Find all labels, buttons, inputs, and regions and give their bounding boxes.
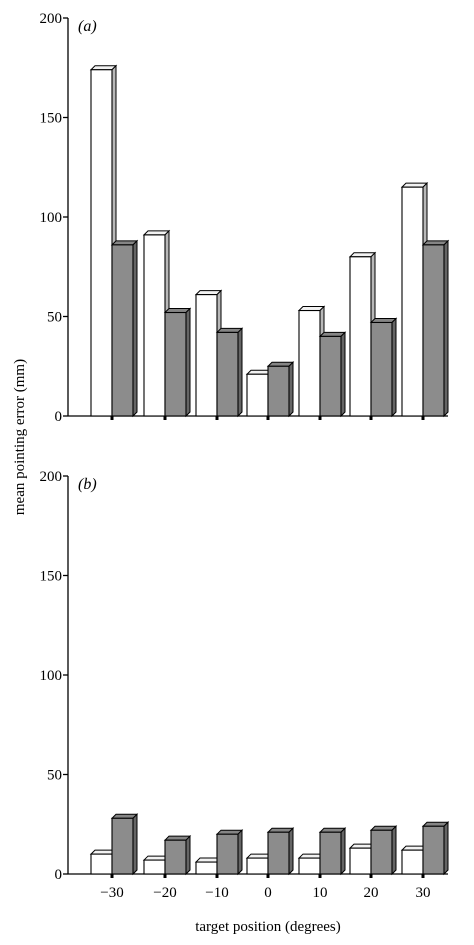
bar bbox=[215, 828, 244, 876]
bar bbox=[163, 307, 192, 418]
bar-front bbox=[319, 831, 342, 875]
bar-front bbox=[349, 256, 372, 417]
bar-front bbox=[143, 859, 166, 875]
x-tick-label: −20 bbox=[153, 885, 176, 901]
bar-front bbox=[90, 853, 113, 875]
bar-side bbox=[132, 813, 138, 876]
y-tick-label: 150 bbox=[40, 569, 63, 585]
x-tick-label: 30 bbox=[416, 885, 431, 901]
y-tick-label: 150 bbox=[40, 111, 63, 127]
bar bbox=[110, 239, 139, 418]
bar bbox=[266, 361, 295, 418]
bar-side bbox=[185, 834, 191, 876]
y-tick-label: 50 bbox=[47, 768, 62, 784]
bar bbox=[369, 317, 398, 418]
bar bbox=[318, 827, 347, 876]
bar-front bbox=[401, 849, 424, 875]
bar-front bbox=[298, 309, 321, 417]
y-tick-label: 0 bbox=[55, 409, 63, 425]
panel-b: 0 50 100 150 200 (b) −30 −20 −10 0 10 20 30 bbox=[40, 469, 450, 901]
bar-front bbox=[143, 234, 166, 417]
bar-front bbox=[111, 244, 134, 417]
bar bbox=[318, 331, 347, 418]
bar-front bbox=[111, 817, 134, 875]
panel-label: (b) bbox=[78, 476, 97, 493]
bar-front bbox=[246, 857, 269, 875]
bar-front bbox=[422, 244, 445, 417]
bar-side bbox=[340, 331, 346, 418]
bar-front bbox=[401, 186, 424, 417]
bar bbox=[421, 821, 450, 876]
bar-front bbox=[267, 831, 290, 875]
bar bbox=[421, 239, 450, 418]
y-tick-label: 100 bbox=[40, 668, 63, 684]
y-tick-label: 100 bbox=[40, 210, 63, 226]
bar-side bbox=[237, 828, 243, 876]
bar bbox=[266, 827, 295, 876]
bar-side bbox=[288, 361, 294, 418]
bar-front bbox=[164, 311, 187, 417]
x-tick-label: 20 bbox=[364, 885, 379, 901]
bar-front bbox=[195, 861, 218, 875]
y-axis-title: mean pointing error (mm) bbox=[12, 359, 28, 515]
bar-side bbox=[391, 825, 397, 876]
bar-front bbox=[422, 825, 445, 875]
y-tick-label: 200 bbox=[40, 11, 63, 27]
y-tick-label: 200 bbox=[40, 469, 63, 485]
bar-side bbox=[443, 821, 449, 876]
bar-front bbox=[370, 321, 393, 417]
x-tick-label: −10 bbox=[205, 885, 228, 901]
bar bbox=[369, 825, 398, 876]
bar-front bbox=[349, 847, 372, 875]
bar-side bbox=[132, 239, 138, 418]
bar-side bbox=[340, 827, 346, 876]
x-tick-label: 0 bbox=[264, 885, 272, 901]
bar bbox=[215, 327, 244, 418]
y-tick-label: 0 bbox=[55, 867, 63, 883]
bar bbox=[163, 834, 192, 876]
bar-front bbox=[164, 839, 187, 875]
bar-front bbox=[298, 857, 321, 875]
bar-front bbox=[267, 365, 290, 417]
bar-side bbox=[443, 239, 449, 418]
bar-front bbox=[319, 335, 342, 417]
bar-front bbox=[370, 829, 393, 875]
bar bbox=[110, 813, 139, 876]
bar-front bbox=[90, 69, 113, 417]
bar-side bbox=[185, 307, 191, 418]
panel-a: 0 50 100 150 200 (a) bbox=[40, 11, 450, 425]
x-tick-label: −30 bbox=[100, 885, 123, 901]
bar-side bbox=[391, 317, 397, 418]
bar-front bbox=[216, 331, 239, 417]
bar-side bbox=[288, 827, 294, 876]
x-axis-title: target position (degrees) bbox=[195, 919, 341, 935]
bar-front bbox=[216, 833, 239, 875]
bar-side bbox=[237, 327, 243, 418]
panel-label: (a) bbox=[78, 18, 97, 35]
bar-front bbox=[246, 373, 269, 417]
bar-front bbox=[195, 294, 218, 417]
x-tick-label: 10 bbox=[313, 885, 328, 901]
y-tick-label: 50 bbox=[47, 310, 62, 326]
